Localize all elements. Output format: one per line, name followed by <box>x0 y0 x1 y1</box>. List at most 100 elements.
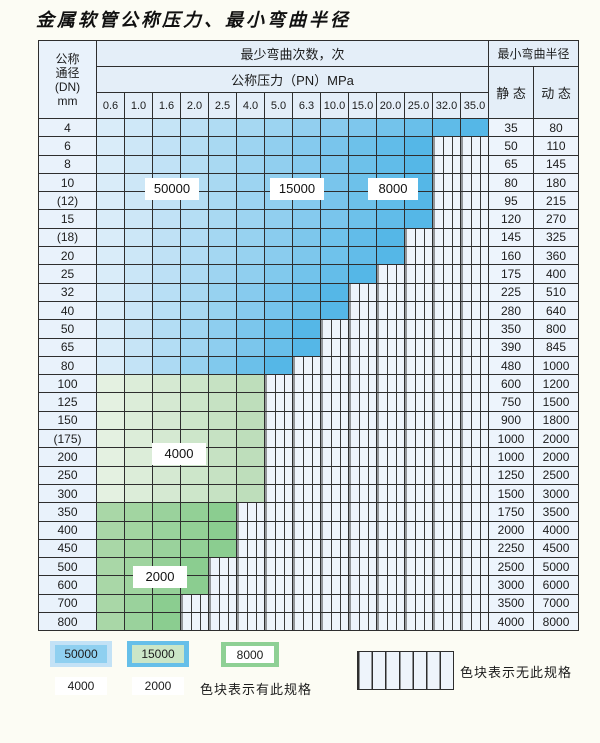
nospec-cell <box>376 447 405 467</box>
spec-cell <box>96 593 125 614</box>
dynamic-radius-cell: 1200 <box>533 374 580 394</box>
nospec-cell <box>348 300 377 321</box>
spec-cell <box>96 612 125 632</box>
legend-swatch-label: 50000 <box>55 645 107 663</box>
spec-cell <box>292 300 321 321</box>
nospec-cell <box>348 282 377 302</box>
spec-cell <box>180 300 209 321</box>
spec-cell <box>208 136 237 156</box>
spec-cell <box>124 355 153 376</box>
spec-cell <box>180 282 209 302</box>
nospec-cell <box>180 593 209 614</box>
nospec-cell <box>432 300 461 321</box>
dynamic-radius-cell: 180 <box>533 172 580 193</box>
table-row: 50 350 800 <box>38 319 580 339</box>
spec-cell <box>320 300 349 321</box>
legend-no-spec-text: 色块表示无此规格 <box>460 665 573 680</box>
pressure-tick: 0.6 <box>96 92 125 119</box>
spec-cell <box>404 154 433 174</box>
table-row: (175) 1000 2000 <box>38 429 580 449</box>
nospec-cell <box>432 136 461 156</box>
spec-cell <box>236 136 265 156</box>
nospec-cell <box>348 612 377 632</box>
nospec-cell <box>376 392 405 412</box>
dn-header-line: mm <box>57 93 78 108</box>
nospec-cell <box>292 374 321 394</box>
spec-cell <box>124 319 153 339</box>
nospec-cell <box>376 593 405 614</box>
legend-swatch-label: 4000 <box>55 677 107 695</box>
dn-cell: 125 <box>38 392 97 412</box>
static-radius-cell: 35 <box>488 117 535 138</box>
nospec-cell <box>432 538 461 559</box>
spec-cell <box>320 282 349 302</box>
dynamic-radius-cell: 270 <box>533 209 580 229</box>
table-row: (18) 145 325 <box>38 227 580 248</box>
nospec-cell <box>292 593 321 614</box>
spec-cell <box>320 117 349 138</box>
pressure-tick: 6.3 <box>292 92 321 119</box>
static-radius-cell: 1500 <box>488 483 535 504</box>
table-row: 32 225 510 <box>38 282 580 302</box>
spec-cell <box>376 209 405 229</box>
spec-cell <box>236 374 265 394</box>
nospec-cell <box>292 557 321 577</box>
spec-cell <box>124 447 153 467</box>
nospec-cell <box>320 337 349 357</box>
nospec-cell <box>404 337 433 357</box>
spec-cell <box>152 154 181 174</box>
nospec-cell <box>348 502 377 522</box>
dynamic-radius-cell: 640 <box>533 300 580 321</box>
nospec-cell <box>320 483 349 504</box>
nospec-cell <box>348 520 377 540</box>
spec-cell <box>236 319 265 339</box>
spec-cell <box>292 337 321 357</box>
nospec-cell <box>320 392 349 412</box>
spec-cell <box>376 117 405 138</box>
static-radius-cell: 900 <box>488 410 535 431</box>
nospec-cell <box>459 319 490 339</box>
pressure-tick: 35.0 <box>459 92 490 119</box>
nospec-cell <box>348 483 377 504</box>
spec-cell <box>292 154 321 174</box>
nospec-cell <box>432 502 461 522</box>
nospec-cell <box>404 392 433 412</box>
spec-cell <box>96 319 125 339</box>
spec-cell <box>208 392 237 412</box>
spec-cell <box>459 117 490 138</box>
spec-cell <box>152 246 181 266</box>
table-row: 80 480 1000 <box>38 355 580 376</box>
spec-cell <box>180 483 209 504</box>
dn-cell: 50 <box>38 319 97 339</box>
nospec-cell <box>404 227 433 248</box>
nospec-cell <box>348 429 377 449</box>
dn-cell: 65 <box>38 337 97 357</box>
spec-cell <box>180 538 209 559</box>
nospec-cell <box>264 410 293 431</box>
nospec-cell <box>376 264 405 284</box>
nospec-cell <box>432 209 461 229</box>
nospec-cell <box>432 410 461 431</box>
spec-cell <box>96 520 125 540</box>
spec-cell <box>348 209 377 229</box>
table-row: 450 2250 4500 <box>38 538 580 559</box>
nospec-cell <box>292 447 321 467</box>
nospec-cell <box>376 319 405 339</box>
static-radius-cell: 120 <box>488 209 535 229</box>
nospec-cell <box>264 575 293 595</box>
spec-cell <box>264 337 293 357</box>
spec-cell <box>404 209 433 229</box>
table-row: 4 35 80 <box>38 117 580 138</box>
spec-cell <box>292 264 321 284</box>
nospec-cell <box>376 429 405 449</box>
spec-cell <box>208 429 237 449</box>
nospec-cell <box>459 191 490 211</box>
dynamic-radius-cell: 1000 <box>533 355 580 376</box>
nospec-cell <box>459 392 490 412</box>
nospec-cell <box>208 557 237 577</box>
nospec-cell <box>432 227 461 248</box>
pressure-tick: 20.0 <box>376 92 405 119</box>
nospec-cell <box>320 429 349 449</box>
spec-cell <box>96 227 125 248</box>
legend-nospec-box <box>357 651 454 690</box>
